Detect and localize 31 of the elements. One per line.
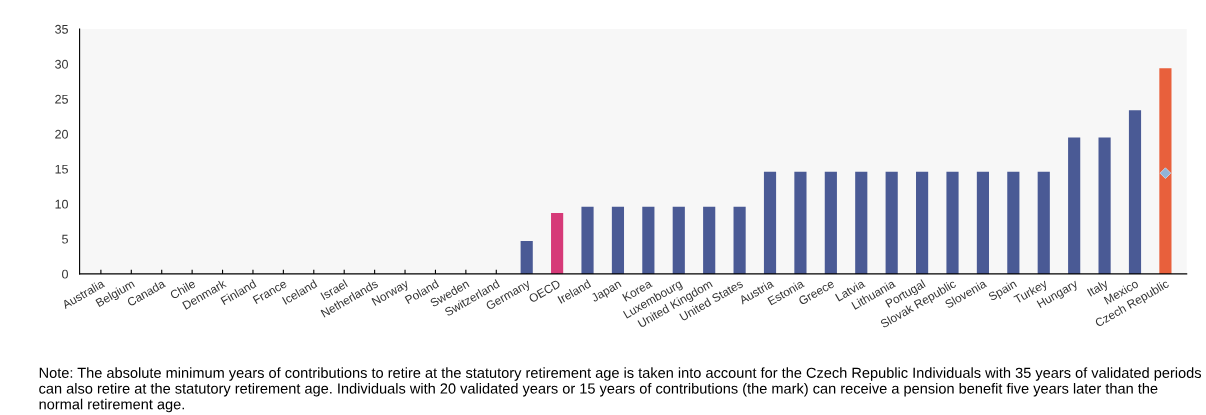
bar bbox=[855, 171, 868, 274]
bar bbox=[763, 171, 777, 274]
bar bbox=[1068, 137, 1081, 274]
bar bbox=[642, 206, 655, 274]
bar bbox=[581, 206, 594, 274]
y-tick-label: 0 bbox=[62, 269, 68, 279]
bar bbox=[733, 206, 746, 274]
y-tick-label: 5 bbox=[62, 234, 68, 244]
bar bbox=[976, 171, 990, 274]
text: Note: The absolute minimum years of contributions to retire at the statutory retirement age is taken into account for the Czech Republic Individuals with 35 years of validated periods can also retire at the statutory retirement age. Individuals with 20 validated years or 15 years of contributions (the mark) can receive a pension benefit five years later than the normal retirement age. bbox=[39, 367, 1202, 413]
bar bbox=[946, 171, 959, 274]
bar bbox=[1037, 171, 1050, 274]
bar bbox=[1098, 137, 1111, 274]
y-tick-label: 20 bbox=[55, 129, 68, 139]
bar bbox=[520, 241, 533, 274]
y-tick-label: 25 bbox=[55, 94, 68, 104]
bar bbox=[703, 206, 716, 274]
y-tick-label: 10 bbox=[55, 199, 68, 209]
bar bbox=[611, 206, 625, 274]
y-tick-label: 15 bbox=[55, 164, 68, 174]
bar bbox=[1159, 68, 1172, 274]
bar bbox=[551, 213, 564, 274]
y-tick-label: 30 bbox=[55, 59, 68, 69]
bar bbox=[916, 171, 929, 274]
bar bbox=[672, 206, 685, 274]
bar bbox=[1128, 110, 1142, 274]
y-tick-label: 35 bbox=[55, 24, 68, 34]
bar bbox=[824, 171, 837, 274]
bar bbox=[794, 171, 807, 274]
bar bbox=[885, 171, 898, 274]
bar bbox=[1007, 171, 1020, 274]
